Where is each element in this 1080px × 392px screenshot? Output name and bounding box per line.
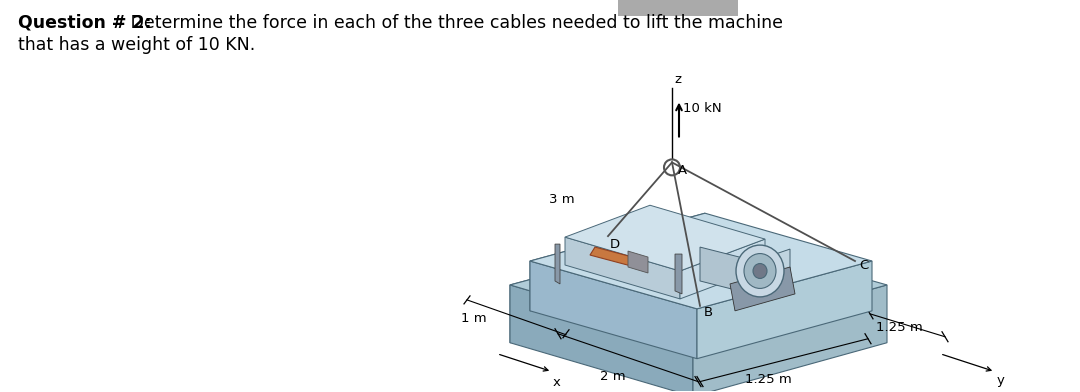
Text: B: B bbox=[704, 306, 713, 319]
Polygon shape bbox=[700, 247, 755, 295]
Polygon shape bbox=[510, 233, 887, 339]
Ellipse shape bbox=[735, 245, 784, 297]
Polygon shape bbox=[693, 285, 887, 392]
Polygon shape bbox=[627, 251, 648, 273]
Text: y: y bbox=[997, 374, 1004, 387]
Text: x: x bbox=[553, 376, 561, 388]
Text: 1.25 m: 1.25 m bbox=[876, 321, 922, 334]
Polygon shape bbox=[565, 237, 680, 299]
Polygon shape bbox=[755, 249, 789, 295]
Text: C: C bbox=[859, 259, 868, 272]
Text: 3 m: 3 m bbox=[550, 193, 575, 206]
Polygon shape bbox=[510, 233, 703, 343]
Polygon shape bbox=[697, 261, 872, 359]
Ellipse shape bbox=[753, 263, 767, 278]
Polygon shape bbox=[675, 254, 681, 294]
Text: A: A bbox=[678, 164, 687, 178]
Polygon shape bbox=[565, 205, 765, 271]
Polygon shape bbox=[555, 244, 561, 284]
Polygon shape bbox=[730, 267, 795, 311]
Text: 1 m: 1 m bbox=[461, 312, 487, 325]
Polygon shape bbox=[530, 213, 872, 309]
Text: Determine the force in each of the three cables needed to lift the machine: Determine the force in each of the three… bbox=[125, 14, 783, 32]
Polygon shape bbox=[680, 239, 765, 299]
Text: 1.25 m: 1.25 m bbox=[745, 373, 792, 386]
Polygon shape bbox=[590, 247, 640, 267]
Text: Question # 2:: Question # 2: bbox=[18, 14, 151, 32]
Text: z: z bbox=[674, 73, 681, 86]
Polygon shape bbox=[530, 261, 697, 359]
Text: that has a weight of 10 KN.: that has a weight of 10 KN. bbox=[18, 36, 255, 54]
Text: 10 kN: 10 kN bbox=[683, 102, 721, 114]
Text: D: D bbox=[610, 238, 620, 251]
Polygon shape bbox=[510, 285, 693, 392]
Polygon shape bbox=[530, 213, 705, 311]
Bar bbox=[618, 0, 738, 16]
Ellipse shape bbox=[744, 254, 777, 289]
Text: 2 m: 2 m bbox=[600, 370, 625, 383]
